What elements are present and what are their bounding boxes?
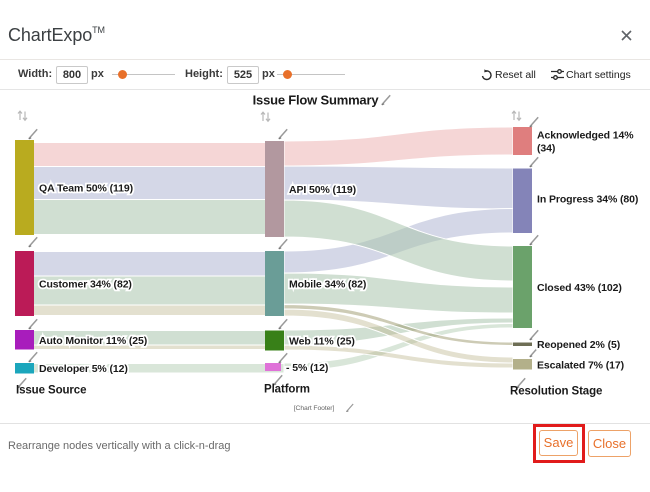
svg-text:Web 11% (25): Web 11% (25) [289, 336, 355, 348]
svg-text:Reopened 2% (5): Reopened 2% (5) [537, 339, 620, 351]
svg-text:[Chart Footer]: [Chart Footer] [294, 405, 335, 412]
svg-text:- 5% (12): - 5% (12) [286, 362, 328, 374]
svg-text:Escalated 7% (17): Escalated 7% (17) [537, 360, 624, 372]
svg-text:Closed 43% (102): Closed 43% (102) [537, 282, 622, 294]
svg-text:Issue Source: Issue Source [16, 385, 86, 397]
svg-text:In Progress 34% (80): In Progress 34% (80) [537, 194, 638, 206]
svg-text:Auto Monitor 11% (25): Auto Monitor 11% (25) [39, 335, 147, 347]
svg-text:Developer 5% (12): Developer 5% (12) [39, 363, 128, 375]
svg-text:API 50% (119): API 50% (119) [289, 184, 356, 196]
svg-text:Issue Flow Summary: Issue Flow Summary [253, 93, 380, 108]
svg-text:Resolution Stage: Resolution Stage [510, 386, 602, 398]
svg-text:Platform: Platform [264, 384, 310, 396]
svg-text:Customer 34% (82): Customer 34% (82) [39, 279, 132, 291]
svg-text:Mobile 34% (82): Mobile 34% (82) [289, 279, 366, 291]
svg-text:QA Team 50% (119): QA Team 50% (119) [39, 183, 133, 195]
svg-text:Acknowledged 14%: Acknowledged 14% [537, 130, 634, 142]
svg-text:(34): (34) [537, 143, 555, 155]
